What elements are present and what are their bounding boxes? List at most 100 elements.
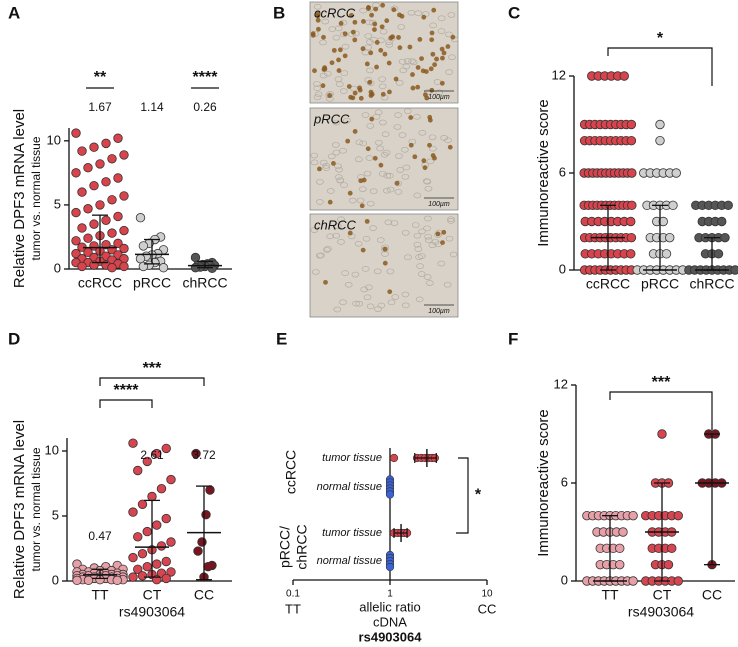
stained-nucleus [327, 199, 333, 205]
data-point [628, 576, 638, 586]
cell [332, 149, 341, 156]
cell [437, 28, 446, 34]
stained-nucleus [364, 61, 370, 67]
cell [369, 188, 378, 195]
data-point [619, 71, 629, 81]
stained-nucleus [359, 203, 365, 209]
stained-nucleus [373, 6, 379, 12]
x-axis-title: rs4903064 [628, 604, 694, 620]
cell [413, 241, 422, 248]
stained-nucleus [421, 14, 427, 20]
cell [361, 266, 370, 272]
y-tick-label: 0 [52, 572, 59, 587]
cell [355, 300, 364, 307]
cell [326, 233, 335, 240]
center-label: 0.26 [193, 100, 217, 114]
x-tick-label: TT [91, 587, 109, 603]
y-tick-label: 0 [561, 572, 568, 587]
panel-label: A [8, 3, 20, 22]
cell [395, 80, 404, 86]
stained-nucleus [336, 68, 342, 73]
significance: **** [114, 382, 140, 399]
center-label: 3.72 [192, 448, 216, 462]
stained-nucleus [367, 79, 373, 85]
stained-nucleus [441, 50, 447, 56]
cell [337, 216, 345, 223]
cell [408, 58, 416, 64]
cell [447, 218, 455, 224]
stained-nucleus [380, 91, 386, 97]
stained-nucleus [347, 230, 353, 236]
cell [374, 306, 382, 312]
stained-nucleus [430, 51, 436, 57]
x-tick-label: CC [702, 587, 722, 603]
panel-label: E [276, 329, 287, 348]
y-axis-title: Relative DPF3 mRNA level [11, 109, 28, 288]
cell [445, 31, 453, 38]
data-point [113, 133, 123, 143]
stained-nucleus [387, 289, 393, 295]
data-point [161, 573, 171, 584]
cell [447, 12, 456, 18]
cell [363, 170, 372, 177]
data-point [113, 238, 123, 249]
stained-nucleus [387, 89, 392, 95]
cell [401, 173, 410, 180]
stained-nucleus [329, 60, 335, 66]
stained-nucleus [412, 154, 418, 160]
cell [322, 162, 331, 169]
cell [395, 153, 403, 159]
cell [373, 268, 382, 275]
stained-nucleus [360, 247, 366, 253]
data-point [101, 177, 111, 187]
stained-nucleus [352, 90, 358, 96]
data-point [203, 562, 213, 572]
stained-nucleus [410, 85, 416, 91]
cell [445, 235, 454, 242]
data-point [190, 252, 201, 263]
cell [333, 223, 342, 230]
cell [331, 142, 340, 148]
cell [423, 274, 432, 280]
data-point [661, 249, 672, 259]
data-point [663, 559, 674, 570]
stained-nucleus [441, 229, 447, 235]
stained-nucleus [415, 84, 421, 90]
center-label: 1.14 [140, 100, 164, 114]
y-axis-title: Immunoreactive score [535, 99, 552, 247]
cell [313, 3, 322, 10]
y-tick-label: 12 [552, 67, 566, 82]
cell [444, 137, 452, 144]
cell [364, 33, 373, 39]
data-point [119, 191, 129, 201]
cell [415, 296, 424, 303]
significance-bracket [609, 391, 713, 430]
cell [366, 200, 375, 207]
stained-nucleus [315, 17, 321, 23]
data-point [71, 236, 81, 246]
data-point [667, 543, 677, 554]
data-point [627, 168, 637, 178]
significance: * [475, 487, 482, 504]
cell [339, 299, 347, 306]
cell [402, 164, 411, 171]
data-point [166, 474, 176, 485]
cell [337, 239, 345, 245]
panel-label: C [508, 3, 520, 22]
cell [401, 229, 410, 236]
stained-nucleus [434, 56, 439, 62]
cell [443, 281, 452, 288]
x-tick-label: CC [194, 587, 214, 603]
cell [402, 63, 411, 70]
cell [341, 43, 350, 50]
stained-nucleus [390, 34, 395, 40]
stained-nucleus [429, 87, 435, 93]
stained-nucleus [379, 24, 385, 30]
data-point [152, 448, 162, 459]
data-point [668, 200, 678, 211]
stained-nucleus [428, 66, 434, 72]
cell [385, 172, 394, 179]
stained-nucleus [352, 129, 358, 134]
data-point [89, 180, 99, 191]
cell [403, 58, 412, 64]
